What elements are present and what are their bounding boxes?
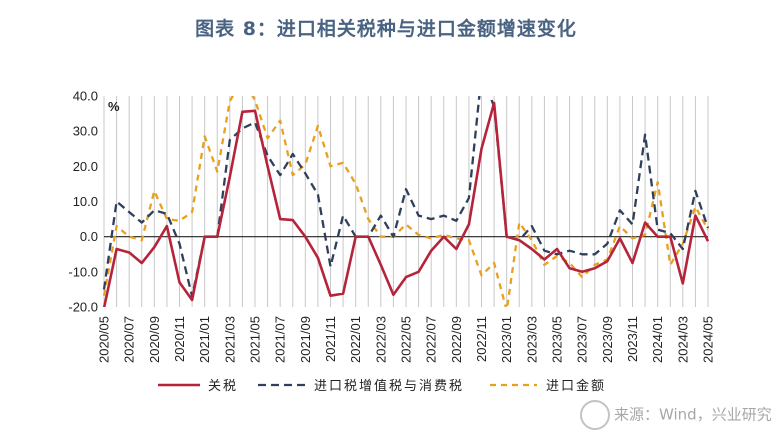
x-tick-label: 2020/11: [172, 316, 187, 362]
watermark-logo-icon: [580, 400, 610, 430]
series-line-0: [102, 101, 710, 307]
y-tick-label: -10.0: [68, 264, 98, 279]
x-tick-label: 2022/09: [449, 316, 464, 363]
y-tick-label: 20.0: [73, 159, 98, 174]
x-tick-label: 2021/11: [323, 316, 338, 362]
legend-label-2: 进口金额: [546, 378, 606, 394]
y-tick-label: 40.0: [73, 89, 98, 104]
x-axis-ticks: 2020/05 2020/07 2020/09 2020/11 2021/01 2021/…: [97, 316, 716, 363]
source-watermark: 来源：Wind，兴业研究: [580, 400, 772, 436]
x-tick-label: 2023/09: [600, 316, 615, 363]
series-lines: [102, 96, 710, 307]
x-tick-label: 2022/11: [474, 316, 489, 362]
x-tick-label: 2020/09: [147, 316, 162, 363]
x-tick-label: 2023/03: [524, 316, 539, 363]
x-tick-label: 2021/09: [298, 316, 313, 363]
x-tick-label: 2021/03: [222, 316, 237, 363]
x-tick-label: 2023/05: [550, 316, 565, 363]
legend-label-1: 进口税增值税与消费税: [314, 378, 464, 394]
y-tick-label: 10.0: [73, 194, 98, 209]
y-axis-ticks: 40.0 30.0 20.0 10.0 0.0 -10.0 -20.0: [68, 89, 98, 315]
y-tick-label: 30.0: [73, 124, 98, 139]
y-unit-label: %: [108, 99, 120, 114]
x-tick-label: 2021/01: [197, 316, 212, 363]
legend-label-0: 关税: [208, 379, 238, 394]
x-tick-label: 2022/01: [348, 316, 363, 363]
y-tick-label: 0.0: [80, 229, 98, 244]
x-tick-label: 2024/01: [650, 316, 665, 363]
x-tick-label: 2022/03: [373, 316, 388, 363]
x-tick-label: 2022/07: [424, 316, 439, 363]
y-tick-label: -20.0: [68, 300, 98, 315]
watermark-text: 来源：Wind，兴业研究: [614, 405, 772, 424]
x-tick-label: 2023/11: [625, 316, 640, 362]
x-tick-label: 2020/07: [122, 316, 137, 363]
chart-title: 图表 8：进口相关税种与进口金额增速变化: [195, 18, 577, 40]
gridlines: [103, 96, 709, 307]
x-tick-label: 2021/07: [273, 316, 288, 363]
x-tick-label: 2022/05: [399, 316, 414, 363]
x-tick-label: 2023/07: [575, 316, 590, 363]
x-tick-label: 2023/01: [499, 316, 514, 363]
x-tick-label: 2021/05: [248, 316, 263, 363]
x-tick-label: 2024/05: [701, 316, 716, 363]
legend: 关税 进口税增值税与消费税 进口金额: [158, 378, 606, 394]
x-tick-label: 2024/03: [675, 316, 690, 363]
x-tick-label: 2020/05: [97, 316, 112, 363]
